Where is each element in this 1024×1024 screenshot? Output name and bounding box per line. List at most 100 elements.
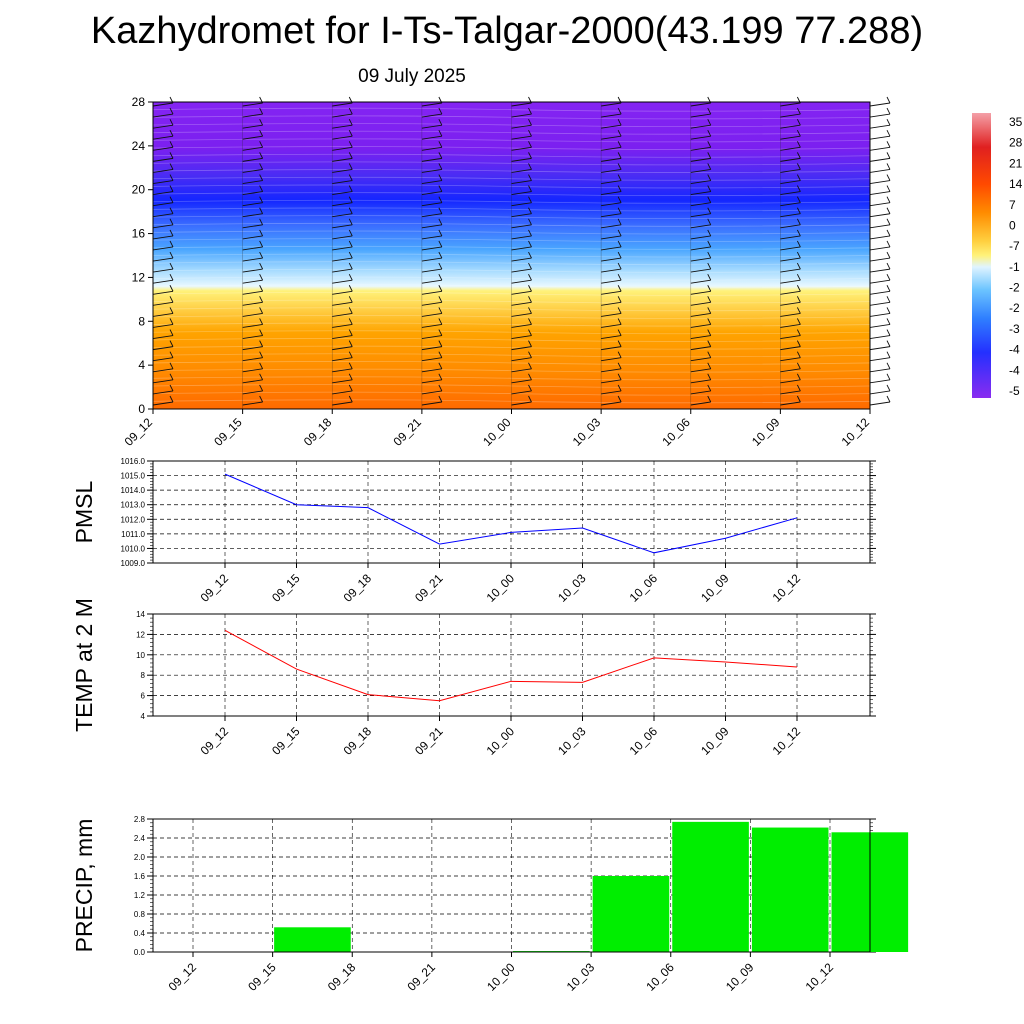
wind-barb-flag xyxy=(528,218,532,226)
wind-barb-flag xyxy=(617,251,622,259)
wind-barb xyxy=(780,257,801,262)
wind-barb xyxy=(601,113,622,118)
wind-barb xyxy=(332,301,353,306)
wind-barb xyxy=(869,301,891,306)
wind-barb xyxy=(869,312,891,317)
wind-barb-flag xyxy=(169,307,174,314)
wind-barb-flag xyxy=(169,251,174,259)
wind-barb-flag xyxy=(886,240,891,248)
wind-barb xyxy=(601,146,622,151)
wind-barb xyxy=(690,357,711,362)
wind-barb xyxy=(152,335,174,340)
wind-barb xyxy=(601,180,622,184)
wind-barb xyxy=(690,224,711,229)
wind-barb xyxy=(421,168,442,173)
wind-barb xyxy=(601,268,622,273)
wind-barb-flag xyxy=(348,262,353,270)
wind-barb-flag xyxy=(886,207,891,214)
wind-barb xyxy=(780,124,801,129)
wind-barb-flag xyxy=(617,240,622,248)
wind-barb-flag xyxy=(528,118,532,126)
wind-barb-flag xyxy=(259,152,264,159)
wind-barb xyxy=(601,357,622,362)
wind-barb xyxy=(690,213,711,218)
wind-barb xyxy=(780,346,801,351)
wind-barb xyxy=(242,390,263,395)
wind-barb xyxy=(869,124,891,129)
chart-date: 09 July 2025 xyxy=(358,66,466,87)
wind-barb-flag xyxy=(886,340,891,347)
wind-barb-flag xyxy=(707,240,712,248)
contour-line xyxy=(152,230,871,235)
wind-barb xyxy=(869,202,891,207)
wind-barb xyxy=(421,235,442,240)
wind-barb-flag xyxy=(438,362,443,369)
wind-barb-flag xyxy=(348,362,353,369)
wind-barb xyxy=(780,202,801,207)
wind-barb-flag xyxy=(169,218,174,226)
wind-barb-flag xyxy=(617,273,622,281)
wind-barb-flag xyxy=(707,262,712,270)
wind-barb-flag xyxy=(259,340,264,347)
contour-line xyxy=(152,215,871,220)
wind-barb xyxy=(242,146,263,151)
wind-barb-flag xyxy=(886,174,891,181)
wind-barb xyxy=(780,335,801,340)
wind-barb xyxy=(780,324,801,328)
wind-barb-flag xyxy=(796,218,801,226)
wind-barb xyxy=(601,135,622,140)
colorbar-label: -7 xyxy=(1009,239,1020,253)
wind-barb xyxy=(152,301,174,306)
wind-barb-flag xyxy=(528,130,532,137)
contour-line xyxy=(152,368,871,373)
wind-barb-flag xyxy=(348,373,353,381)
wind-barb xyxy=(332,324,353,328)
wind-barb-flag xyxy=(528,240,532,248)
wind-barb-flag xyxy=(528,285,532,292)
wind-barb xyxy=(511,168,532,173)
wind-barb xyxy=(690,235,711,240)
wind-barb xyxy=(511,312,532,317)
wind-barb xyxy=(242,257,263,262)
wind-barb xyxy=(690,146,711,151)
wind-barb xyxy=(601,235,622,240)
wind-barb xyxy=(511,357,532,362)
wind-barb-flag xyxy=(438,240,443,248)
precip-panel: 0.0 0.4 0.8 1.2 1.6 2.0 2.4 2.8 09_12 09_15 09_18 0… xyxy=(71,815,909,994)
wind-barb xyxy=(869,401,891,406)
wind-barb xyxy=(421,191,442,196)
wind-barb-flag xyxy=(259,196,264,203)
x-tick-label: 09_18 xyxy=(325,960,359,994)
wind-barb-flag xyxy=(348,130,353,137)
wind-barb xyxy=(601,157,622,162)
wind-barb xyxy=(421,180,442,184)
wind-barb xyxy=(511,268,532,273)
x-tick-label: 09_15 xyxy=(269,571,303,605)
x-tick-label: 10_06 xyxy=(643,960,677,994)
wind-barb xyxy=(332,202,353,207)
wind-barb xyxy=(152,168,174,173)
wind-barb xyxy=(421,102,442,107)
colorbar-label: 35 xyxy=(1009,115,1023,129)
wind-barb xyxy=(152,235,174,240)
wind-barb xyxy=(421,390,442,395)
contour-line xyxy=(152,307,871,312)
wind-barb xyxy=(332,235,353,240)
wind-barb-flag xyxy=(707,373,712,381)
wind-barb xyxy=(332,213,353,218)
wind-barb xyxy=(511,235,532,240)
wind-barb-flag xyxy=(348,229,353,237)
wind-barb-flag xyxy=(707,107,712,115)
wind-barb-flag xyxy=(707,152,712,159)
wind-barb-flag xyxy=(438,262,443,270)
wind-barb-flag xyxy=(169,152,174,159)
wind-barb-flag xyxy=(796,395,801,403)
wind-barb xyxy=(152,202,174,207)
wind-barb-flag xyxy=(886,96,891,104)
wind-barb xyxy=(690,301,711,306)
wind-barb-flag xyxy=(528,362,532,369)
wind-barb-flag xyxy=(348,296,353,303)
wind-barb xyxy=(152,102,174,107)
wind-barb-flag xyxy=(438,196,443,203)
wind-barb-flag xyxy=(169,262,174,270)
